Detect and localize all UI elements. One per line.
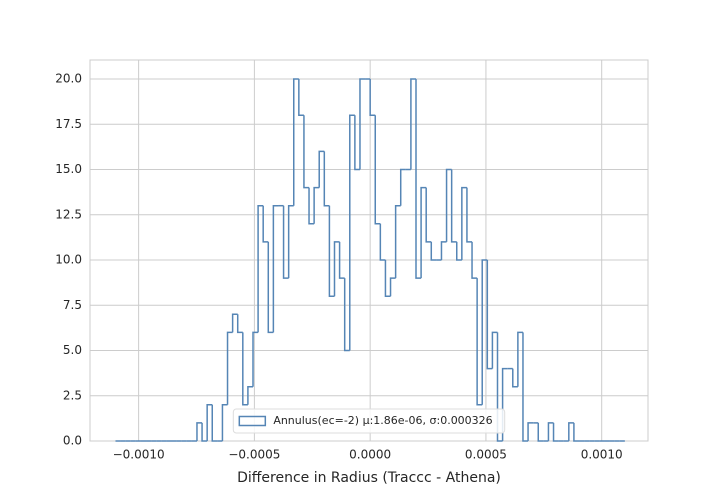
- histogram-bin: [415, 79, 422, 279]
- histogram-bin: [440, 241, 447, 261]
- histogram-bin: [287, 204, 294, 279]
- histogram-bin: [522, 332, 529, 442]
- histogram-bin: [252, 331, 259, 387]
- legend-swatch: [238, 415, 267, 427]
- histogram-bin: [573, 422, 580, 442]
- plot-area: [89, 59, 649, 442]
- histogram-bin: [552, 422, 559, 442]
- legend-box: [232, 408, 506, 434]
- y-tick-label: 0.0: [63, 434, 82, 448]
- histogram-bin: [471, 241, 478, 279]
- y-tick-label: 7.5: [63, 298, 82, 312]
- histogram-bin: [318, 150, 325, 188]
- y-tick-label: 20.0: [55, 72, 82, 86]
- x-tick-label: 0.0005: [465, 448, 507, 462]
- x-tick-label: 0.0000: [349, 448, 391, 462]
- histogram-bin: [333, 241, 340, 297]
- y-tick-label: 5.0: [63, 343, 82, 357]
- histogram-bin: [466, 187, 473, 243]
- histogram-bin: [384, 260, 391, 297]
- x-axis-label: Difference in Radius (Traccc - Athena): [237, 470, 501, 486]
- histogram-bin: [420, 186, 427, 279]
- histogram-bin: [461, 186, 467, 261]
- histogram-bin: [369, 79, 376, 116]
- histogram-bin: [211, 404, 218, 442]
- histogram-bin: [481, 259, 488, 405]
- histogram-bin: [267, 241, 274, 334]
- x-tick-label: −0.0005: [228, 448, 280, 462]
- y-tick-label: 2.5: [63, 388, 82, 402]
- y-tick-label: 15.0: [55, 162, 82, 176]
- histogram-bin: [430, 241, 437, 261]
- histogram-bin: [303, 115, 310, 189]
- legend: Annulus(ec=-2) μ:1.86e-06, σ:0.000326: [232, 408, 506, 434]
- histogram-bin: [201, 422, 208, 442]
- histogram-bin: [491, 331, 498, 369]
- histogram-bin: [247, 385, 254, 405]
- histogram-bin: [272, 204, 279, 333]
- histogram-bin: [450, 169, 457, 243]
- histogram-bin: [537, 422, 544, 442]
- histogram-bin: [394, 204, 401, 279]
- histogram-bin: [517, 331, 523, 387]
- histogram-bin: [476, 278, 483, 406]
- histogram-bin: [282, 205, 289, 279]
- histogram-bin: [496, 332, 503, 442]
- histogram-bin: [236, 314, 243, 334]
- histogram-bin: [374, 115, 381, 225]
- histogram-bin: [328, 205, 335, 297]
- histogram-bin: [308, 187, 315, 225]
- x-tick-label: 0.0010: [581, 448, 623, 462]
- histogram-bin: [354, 115, 360, 171]
- histogram-bin: [313, 186, 320, 224]
- x-tick-label: −0.0010: [113, 448, 165, 462]
- y-tick-label: 10.0: [55, 253, 82, 267]
- histogram-bin: [359, 78, 366, 170]
- histogram-bin: [298, 79, 304, 116]
- histogram-bin: [527, 422, 534, 441]
- grid: [90, 60, 648, 442]
- histogram-bin: [349, 114, 355, 351]
- histogram-bin: [323, 151, 330, 207]
- histogram-bin: [262, 205, 269, 243]
- histogram-bin: [425, 187, 432, 243]
- histogram-bin: [206, 404, 213, 441]
- histogram-bin: [456, 241, 462, 261]
- histogram-bin: [512, 368, 518, 388]
- histogram-bin: [410, 78, 417, 170]
- legend-label: Annulus(ec=-2) μ:1.86e-06, σ:0.000326: [273, 414, 492, 427]
- histogram-bin: [547, 422, 554, 441]
- histogram-bin: [389, 277, 396, 297]
- y-tick-label: 12.5: [55, 207, 82, 221]
- histogram-bin: [445, 168, 452, 242]
- histogram-bin: [257, 204, 264, 333]
- histogram-bin: [568, 422, 574, 441]
- histogram-bin: [196, 422, 203, 441]
- histogram-bin: [242, 332, 248, 406]
- histogram-bin: [343, 278, 350, 352]
- histogram-bin: [338, 241, 345, 279]
- histogram-bin: [399, 168, 406, 206]
- histogram-bin: [293, 78, 299, 206]
- histogram-bin: [379, 223, 386, 261]
- histogram-bin: [486, 260, 493, 370]
- histogram-bin: [221, 404, 228, 441]
- histogram-bin: [226, 331, 233, 405]
- y-tick-label: 17.5: [55, 117, 82, 131]
- histogram-bin: [231, 313, 238, 333]
